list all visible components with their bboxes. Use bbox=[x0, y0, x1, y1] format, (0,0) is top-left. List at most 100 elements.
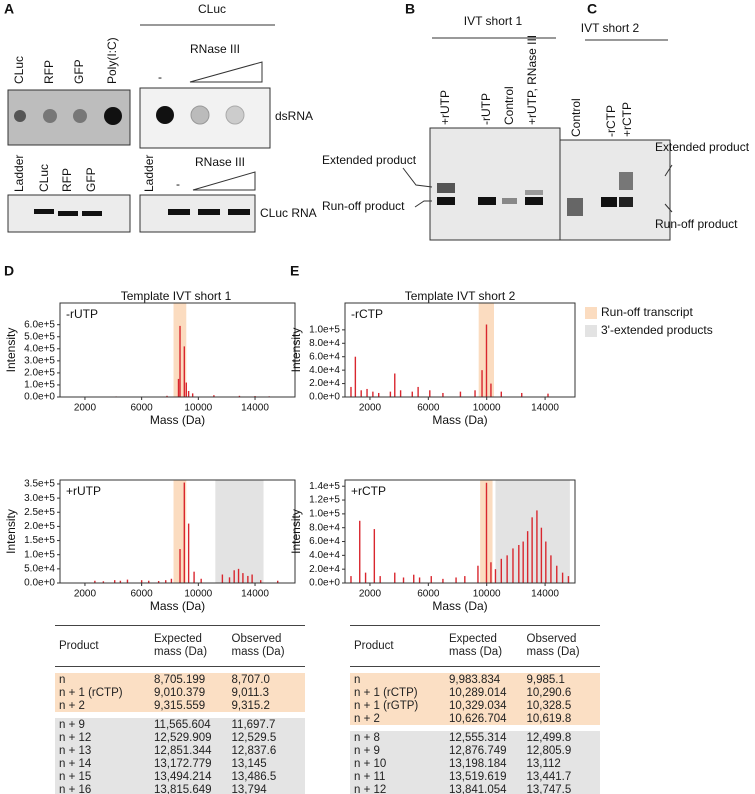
gel bbox=[559, 139, 671, 241]
table-row: n + 1 (rGTP) 10,329.034 10,328.5 bbox=[350, 699, 600, 712]
table-cell: 13,841.054 bbox=[445, 783, 523, 794]
table-cell: 13,519.619 bbox=[445, 770, 523, 783]
y-tick-label: 1.4e+5 bbox=[309, 481, 340, 492]
annotation: Extended product bbox=[322, 153, 417, 167]
band bbox=[619, 172, 633, 190]
y-tick-label: 4.0e+4 bbox=[309, 550, 340, 561]
table-cell: 12,805.9 bbox=[522, 744, 600, 757]
table-head: Product Expected mass (Da) Observed mass (… bbox=[55, 625, 305, 667]
table-cell: 13,198.184 bbox=[445, 757, 523, 770]
y-tick-label: 2.0e+5 bbox=[24, 368, 55, 379]
x-tick-label: 10000 bbox=[184, 403, 212, 414]
lane-label: CLuc bbox=[37, 164, 51, 192]
table-cell: 9,985.1 bbox=[522, 673, 600, 686]
band bbox=[525, 197, 543, 205]
band bbox=[437, 183, 455, 193]
dot bbox=[14, 110, 26, 122]
table-row: n + 9 12,876.749 12,805.9 bbox=[350, 744, 600, 757]
table-row: n + 9 11,565.604 11,697.7 bbox=[55, 718, 305, 731]
x-tick-label: 6000 bbox=[131, 589, 154, 600]
band bbox=[228, 209, 250, 215]
panel-label: B bbox=[405, 1, 415, 17]
table-cell: 10,329.034 bbox=[445, 699, 523, 712]
table-cell: 12,529.909 bbox=[150, 731, 228, 744]
x-tick-label: 2000 bbox=[74, 589, 97, 600]
table-cell: 13,815.649 bbox=[150, 783, 228, 794]
table-cell: n + 8 bbox=[350, 731, 445, 744]
series-label: -rCTP bbox=[351, 307, 383, 321]
table-cell: 13,172.779 bbox=[150, 757, 228, 770]
header-row: Product Expected mass (Da) Observed mass (… bbox=[350, 625, 600, 667]
x-axis-label: Mass (Da) bbox=[150, 413, 205, 427]
table-cell: 11,697.7 bbox=[227, 718, 305, 731]
table-cell: n + 14 bbox=[55, 757, 150, 770]
lane-label: Ladder bbox=[12, 155, 26, 192]
y-tick-label: 8.0e+4 bbox=[309, 338, 340, 349]
pointer bbox=[664, 203, 673, 213]
lane-label: - bbox=[158, 70, 162, 84]
x-axis-label: Mass (Da) bbox=[150, 599, 205, 613]
table-cell: 12,555.314 bbox=[445, 731, 523, 744]
table-row: n + 13 12,851.344 12,837.6 bbox=[55, 744, 305, 757]
group-gap bbox=[55, 666, 305, 673]
series-label: +rUTP bbox=[66, 484, 101, 498]
legend-swatch bbox=[585, 325, 597, 337]
y-tick-label: 1.0e+5 bbox=[309, 324, 340, 335]
band bbox=[58, 211, 78, 216]
table-cell: 9,983.834 bbox=[445, 673, 523, 686]
table-cell: 12,851.344 bbox=[150, 744, 228, 757]
shaded-region bbox=[173, 480, 187, 583]
y-tick-label: 2.5e+5 bbox=[24, 507, 55, 518]
table-cell: 9,010.379 bbox=[150, 686, 228, 699]
table-row: n + 14 13,172.779 13,145 bbox=[55, 757, 305, 770]
series-label: -rUTP bbox=[66, 307, 98, 321]
x-axis-label: Mass (Da) bbox=[432, 599, 487, 613]
lane-label: +rUTP, RNase III bbox=[525, 35, 539, 125]
band bbox=[82, 211, 102, 216]
table-cell: 9,011.3 bbox=[227, 686, 305, 699]
treatment: RNase III bbox=[195, 155, 245, 169]
panel-label: E bbox=[290, 263, 299, 279]
header-cell: Expected mass (Da) bbox=[445, 625, 523, 667]
y-tick-label: 6.0e+5 bbox=[24, 319, 55, 330]
legend-label: Run-off transcript bbox=[601, 305, 693, 319]
header-row: Product Expected mass (Da) Observed mass (… bbox=[55, 625, 305, 667]
y-tick-label: 3.0e+5 bbox=[24, 493, 55, 504]
table-row: n 8,705.199 8,707.0 bbox=[55, 673, 305, 686]
y-tick-label: 0.0e+0 bbox=[24, 578, 55, 589]
shaded-region bbox=[215, 480, 264, 583]
table-row: n + 12 13,841.054 13,747.5 bbox=[350, 783, 600, 794]
band bbox=[619, 197, 633, 207]
table-cell: 13,486.5 bbox=[227, 770, 305, 783]
y-axis-label: Intensity bbox=[289, 509, 303, 554]
y-tick-label: 3.5e+5 bbox=[24, 479, 55, 490]
header: IVT short 2 bbox=[581, 21, 640, 35]
table-row: n + 8 12,555.314 12,499.8 bbox=[350, 731, 600, 744]
y-axis-label: Intensity bbox=[4, 509, 18, 554]
x-tick-label: 6000 bbox=[131, 403, 154, 414]
table-cell: 8,707.0 bbox=[227, 673, 305, 686]
table-cell: n + 1 (rGTP) bbox=[350, 699, 445, 712]
table-cell: 9,315.2 bbox=[227, 699, 305, 712]
table-cell: n + 16 bbox=[55, 783, 150, 794]
y-axis-label: Intensity bbox=[4, 328, 18, 373]
dot bbox=[43, 109, 57, 123]
x-tick-label: 10000 bbox=[473, 403, 501, 414]
mass-table: Product Expected mass (Da) Observed mass (… bbox=[350, 625, 600, 794]
band bbox=[525, 190, 543, 195]
group-gap bbox=[350, 725, 600, 731]
pointer bbox=[664, 164, 673, 177]
dot bbox=[104, 107, 122, 125]
panel-label: C bbox=[587, 1, 597, 17]
table-cell: n + 9 bbox=[350, 744, 445, 757]
y-tick-label: 1.0e+5 bbox=[24, 549, 55, 560]
lane-label: RFP bbox=[60, 168, 74, 192]
x-tick-label: 6000 bbox=[417, 403, 440, 414]
pointer bbox=[402, 167, 433, 188]
table-cell: 12,876.749 bbox=[445, 744, 523, 757]
lane-label: Control bbox=[502, 86, 516, 125]
mass-table: Product Expected mass (Da) Observed mass (… bbox=[55, 625, 305, 794]
table-row: n + 2 9,315.559 9,315.2 bbox=[55, 699, 305, 712]
row-label: dsRNA bbox=[275, 109, 313, 123]
